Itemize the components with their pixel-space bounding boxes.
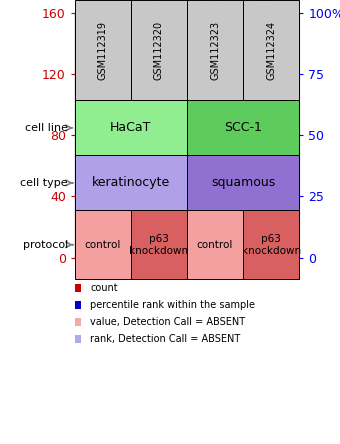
Text: GSM112319: GSM112319 <box>98 21 108 80</box>
Text: count: count <box>90 283 118 293</box>
Text: SCC-1: SCC-1 <box>224 121 262 135</box>
Text: cell line: cell line <box>25 123 68 133</box>
Text: squamous: squamous <box>211 176 275 190</box>
Bar <box>153 102 165 110</box>
Bar <box>97 178 108 186</box>
Bar <box>90 187 116 258</box>
Text: HaCaT: HaCaT <box>110 121 152 135</box>
Text: percentile rank within the sample: percentile rank within the sample <box>90 300 255 310</box>
Text: GSM112323: GSM112323 <box>210 21 220 80</box>
Text: control: control <box>85 240 121 250</box>
Text: cell type: cell type <box>20 178 68 188</box>
Bar <box>209 185 221 193</box>
Text: rank, Detection Call = ABSENT: rank, Detection Call = ABSENT <box>90 333 240 344</box>
Bar <box>146 28 172 258</box>
Text: keratinocyte: keratinocyte <box>92 176 170 190</box>
Text: p63
knockdown: p63 knockdown <box>130 234 188 256</box>
Text: protocol: protocol <box>23 240 68 250</box>
Text: control: control <box>197 240 233 250</box>
Bar <box>266 229 277 237</box>
Text: GSM112324: GSM112324 <box>266 21 276 80</box>
Bar <box>202 201 228 258</box>
Text: p63
knockdown: p63 knockdown <box>242 234 301 256</box>
Bar <box>258 207 284 258</box>
Text: GSM112320: GSM112320 <box>154 21 164 80</box>
Title: GDS2087 / 234748_x_at: GDS2087 / 234748_x_at <box>103 0 271 11</box>
Text: value, Detection Call = ABSENT: value, Detection Call = ABSENT <box>90 317 245 327</box>
